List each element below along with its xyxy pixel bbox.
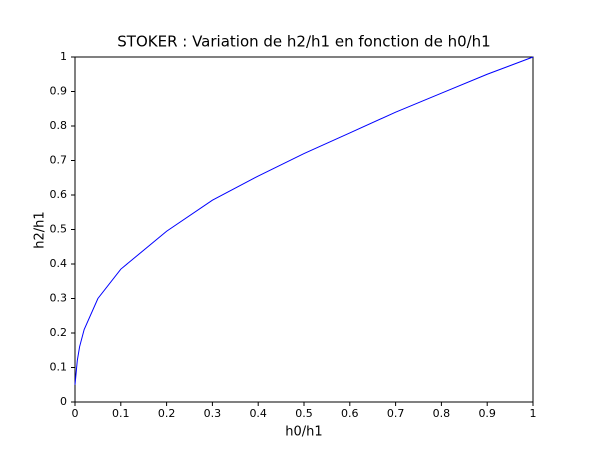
plot-frame [74,56,534,403]
x-tick-label: 0.4 [249,407,267,420]
y-tick-label: 0 [60,395,67,408]
x-tick-label: 0.7 [387,407,405,420]
x-tick-label: 0.8 [433,407,451,420]
y-axis-label: h2/h1 [33,211,48,248]
data-line [74,56,534,385]
chart-title: STOKER : Variation de h2/h1 en fonction … [117,33,490,51]
x-tick-label: 0.1 [112,407,130,420]
y-tick-label: 0.3 [50,292,68,305]
y-tick-label: 0.4 [50,257,68,270]
x-tick-label: 0.6 [341,407,359,420]
y-tick-label: 0.7 [50,154,68,167]
y-tick-label: 0.5 [50,223,68,236]
y-tick-label: 1 [60,50,67,63]
x-axis-label: h0/h1 [285,425,322,440]
x-tick-label: 0 [72,407,79,420]
x-tick-label: 1 [530,407,537,420]
y-tick-label: 0.8 [50,119,68,132]
x-tick-label: 0.5 [295,407,313,420]
x-tick-label: 0.2 [158,407,176,420]
y-tick-label: 0.2 [50,326,68,339]
x-tick-label: 0.3 [204,407,222,420]
y-tick-label: 0.6 [50,188,68,201]
y-tick-label: 0.1 [50,361,68,374]
y-tick-label: 0.9 [50,85,68,98]
x-tick-label: 0.9 [478,407,496,420]
